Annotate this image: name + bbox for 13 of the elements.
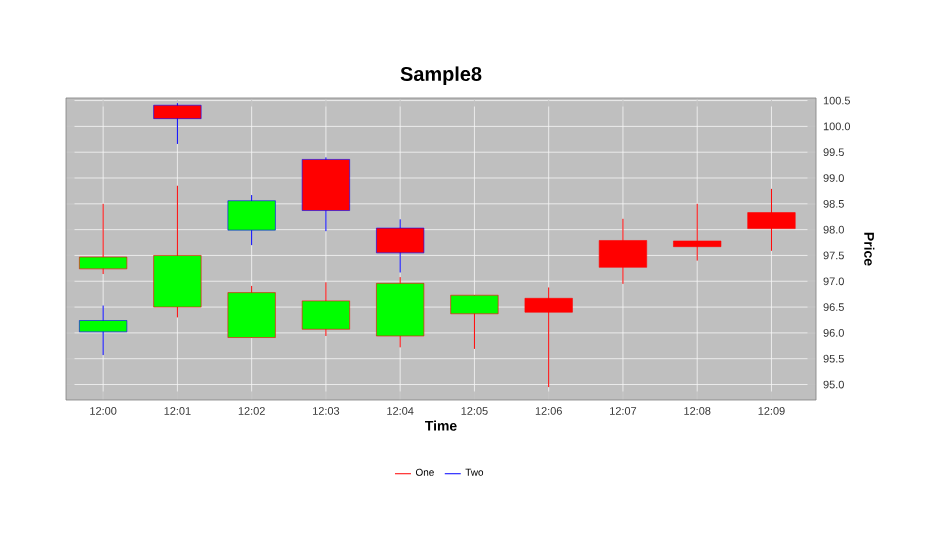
candlestick <box>450 294 499 350</box>
chart-title: Sample8 <box>400 66 482 85</box>
candlestick <box>227 194 276 246</box>
candlestick <box>747 188 796 252</box>
candlestick <box>524 286 573 388</box>
candlestick <box>376 218 425 273</box>
candlestick <box>79 305 128 356</box>
candlestick <box>227 285 276 339</box>
candlestick <box>79 203 128 275</box>
candlestick <box>301 281 350 337</box>
candlestick <box>153 102 202 145</box>
candlestick <box>598 218 647 285</box>
candlestick <box>673 203 722 262</box>
